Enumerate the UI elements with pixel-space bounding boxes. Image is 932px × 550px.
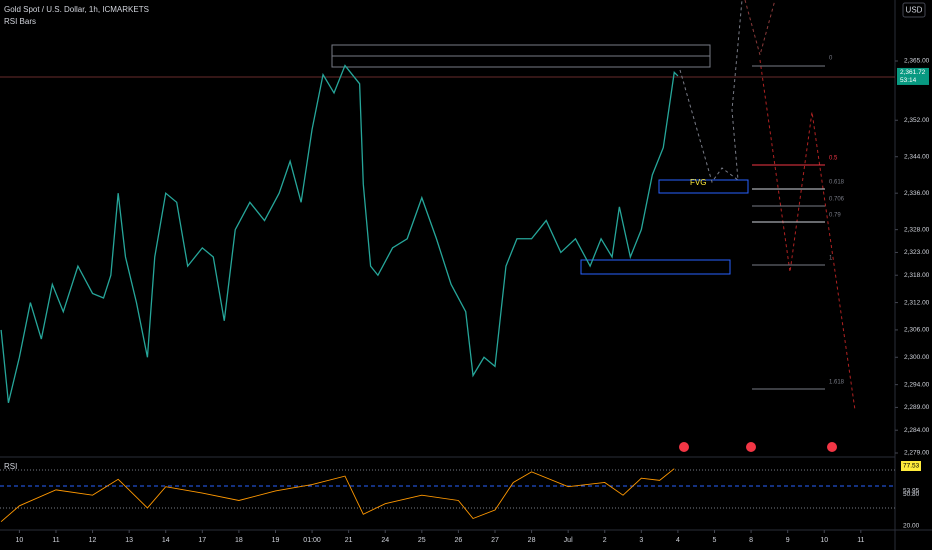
event-icon[interactable] [827,442,837,452]
x-tick-label: 27 [491,537,499,544]
rsi-label: RSI [4,462,17,471]
y-tick-label: 2,323.00 [904,249,930,256]
fib-label: 0.618 [829,180,845,186]
x-tick-label: 10 [15,537,23,544]
price-line-series [0,64,679,404]
y-tick-label: 2,279.00 [904,450,930,457]
currency[interactable]: USD [906,6,923,15]
last-price-box [897,67,929,85]
fvg-label: FVG [690,178,706,187]
demand-box [580,259,731,275]
fib-label: 0.5 [829,156,838,162]
rsi-axis-label: 77.53 [903,463,920,470]
event-icon[interactable] [746,442,756,452]
x-tick-label: 12 [89,537,97,544]
y-tick-label: 2,306.00 [904,327,930,334]
x-tick-label: 28 [528,537,536,544]
x-tick-label: 8 [749,537,753,544]
currency-box[interactable] [902,2,926,18]
projection-path [679,0,743,184]
projection-path-red [744,0,776,57]
rsi-axis-label: 50.80 [903,491,920,498]
y-tick-label: 2,312.00 [904,299,930,306]
fib-label: 1.618 [829,380,845,386]
fib-label: 0.706 [829,197,845,203]
x-tick-label: 26 [455,537,463,544]
x-tick-label: 14 [162,537,170,544]
y-tick-label: 2,289.00 [904,404,930,411]
x-tick-label: 18 [235,537,243,544]
y-tick-label: 2,328.00 [904,226,930,233]
x-tick-label: 11 [857,537,864,544]
x-tick-label: 10 [820,537,828,544]
countdown: 53:14 [900,77,917,84]
y-tick-label: 2,300.00 [904,354,930,361]
x-tick-label: 13 [125,537,133,544]
event-icon[interactable] [679,442,689,452]
x-tick-label: 11 [52,537,59,544]
x-tick-label: 4 [676,537,680,544]
y-tick-label: 2,344.00 [904,153,930,160]
fvg-box [658,179,749,194]
indicator-name[interactable]: RSI Bars [4,17,36,26]
x-tick-label: 25 [418,537,426,544]
symbol-title[interactable]: Gold Spot / U.S. Dollar, 1h, ICMARKETS [4,5,149,14]
fib-label: 0 [829,56,833,62]
y-tick-label: 2,318.00 [904,272,930,279]
x-tick-label: 2 [603,537,607,544]
rsi-value-box [901,461,921,471]
y-tick-label: 2,284.00 [904,427,930,434]
x-tick-label: 17 [198,537,206,544]
y-tick-label: 2,365.00 [904,58,930,65]
x-tick-label: 21 [345,537,353,544]
last-price: 2,361.72 [900,69,926,76]
x-tick-label: 01:00 [303,537,321,544]
fib-label: 0.79 [829,213,841,219]
x-tick-label: 9 [786,537,790,544]
rsi-line [0,468,675,523]
x-tick-label: 19 [272,537,280,544]
rsi-axis-label: 20.00 [903,523,920,530]
x-tick-label: 24 [381,537,389,544]
y-tick-label: 2,336.00 [904,190,930,197]
fib-label: 1 [829,256,833,262]
y-tick-label: 2,294.00 [904,381,930,388]
projection-path-down [759,59,856,411]
y-tick-label: 2,352.00 [904,117,930,124]
x-tick-label: 5 [713,537,717,544]
rsi-axis-label: 53.95 [903,488,920,495]
fib-levels: 0 0.5 0.618 0.706 0.79 1 1.618 [752,56,845,390]
x-tick-label: 3 [639,537,643,544]
x-tick-label: Jul [564,537,573,544]
